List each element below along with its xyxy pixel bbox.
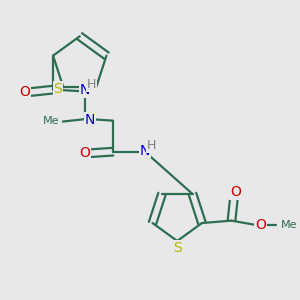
Text: Me: Me	[281, 220, 298, 230]
Text: O: O	[19, 85, 30, 99]
Text: S: S	[173, 241, 182, 255]
Text: O: O	[79, 146, 90, 160]
Text: N: N	[85, 113, 95, 127]
Text: H: H	[87, 78, 96, 92]
Text: S: S	[54, 82, 62, 95]
Text: N: N	[140, 144, 150, 158]
Text: N: N	[80, 83, 90, 97]
Text: H: H	[147, 139, 156, 152]
Text: O: O	[255, 218, 266, 233]
Text: O: O	[230, 185, 241, 199]
Text: Me: Me	[44, 116, 60, 126]
